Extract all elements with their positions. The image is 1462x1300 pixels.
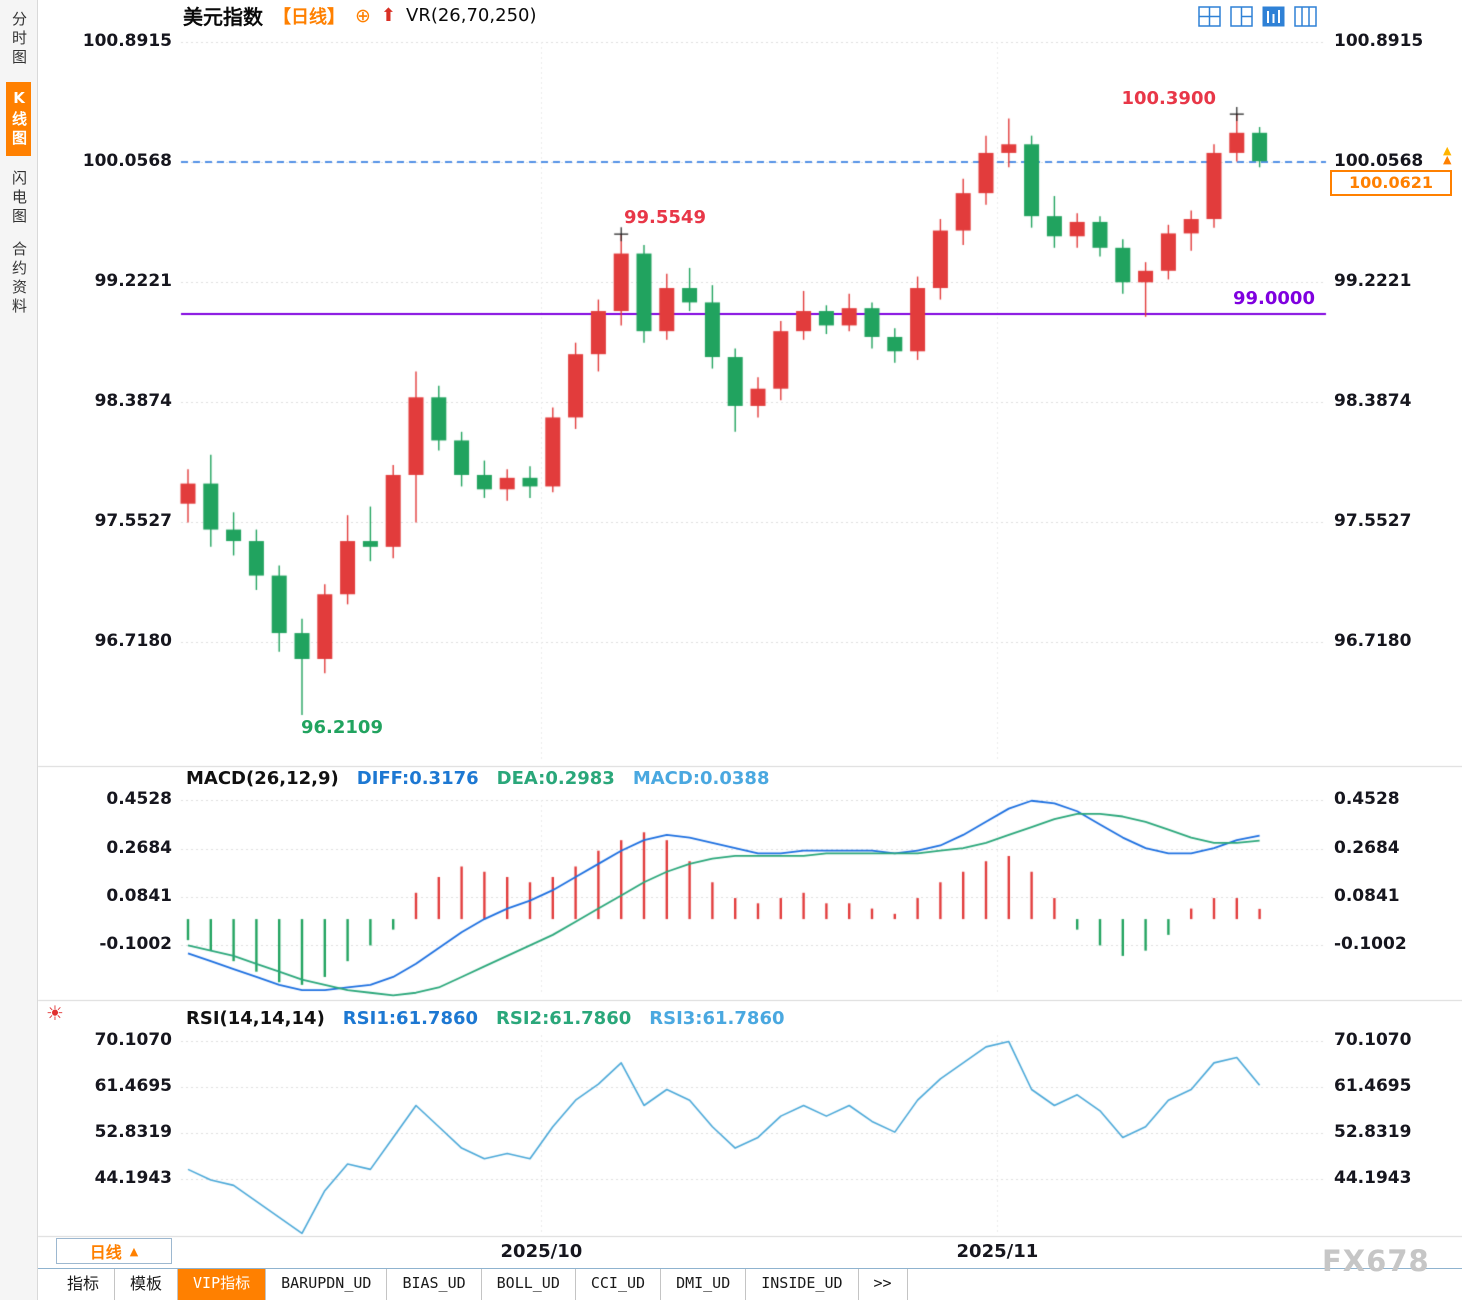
sidebar-item-kline[interactable]: K线图 — [6, 82, 31, 156]
rsi-title: RSI(14,14,14) — [186, 1008, 325, 1029]
tab-cci_ud[interactable]: CCI_UD — [576, 1269, 662, 1300]
current-price-badge: 100.0621 — [1330, 170, 1452, 196]
layout-switcher — [1198, 6, 1317, 27]
tab-bias_ud[interactable]: BIAS_UD — [387, 1269, 482, 1300]
split-layout-icon[interactable] — [1230, 6, 1253, 27]
sidebar-item-contract-info[interactable]: 合约资料 — [10, 241, 28, 317]
indicator-tab-bar: 指标 模板 VIP指标 BARUPDN_UD BIAS_UD BOLL_UD CCI_UD D… — [38, 1268, 1462, 1300]
symbol-title: 美元指数 — [183, 5, 263, 29]
sidebar-item-lightning[interactable]: 闪电图 — [10, 170, 28, 227]
add-indicator-icon[interactable]: ⊕ — [355, 4, 371, 27]
peak-price-annotation: 99.5549 — [624, 207, 706, 228]
support-line-annotation: 99.0000 — [1233, 288, 1315, 309]
tab-inside_ud[interactable]: INSIDE_UD — [746, 1269, 859, 1300]
macd-title: MACD(26,12,9) — [186, 768, 339, 789]
period-label: 【日线】 — [273, 6, 345, 28]
grid-layout-icon[interactable] — [1198, 6, 1221, 27]
column-layout-icon[interactable] — [1294, 6, 1317, 27]
tab-barupdn_ud[interactable]: BARUPDN_UD — [266, 1269, 388, 1300]
low-price-annotation: 96.2109 — [301, 717, 383, 738]
macd-dea-value: DEA:0.2983 — [496, 768, 615, 789]
macd-macd-value: MACD:0.0388 — [632, 768, 770, 789]
tab-vip指标[interactable]: VIP指标 — [178, 1269, 267, 1300]
vr-indicator-label: VR(26,70,250) — [406, 5, 537, 26]
macd-diff-value: DIFF:0.3176 — [356, 768, 479, 789]
tab-boll_ud[interactable]: BOLL_UD — [482, 1269, 576, 1300]
period-selector-label: 日线 — [89, 1243, 122, 1262]
rsi3-value: RSI3:61.7860 — [649, 1008, 785, 1029]
up-arrow-icon: ⬆ — [380, 5, 397, 26]
sidebar-item-time-share[interactable]: 分时图 — [10, 11, 28, 68]
chart-title-bar: 美元指数 【日线】 ⊕ ⬆ VR(26,70,250) — [183, 2, 537, 30]
price-up-marker-icon: ▲ ▲ — [1443, 144, 1452, 166]
high-price-annotation: 100.3900 — [1121, 88, 1216, 109]
indicator-settings-sun-icon[interactable]: ☀ — [46, 1001, 64, 1025]
left-sidebar: 分时图 K线图闪电图合约资料 — [0, 0, 38, 1300]
rsi-header: RSI(14,14,14) RSI1:61.7860 RSI2:61.7860 … — [186, 1008, 785, 1029]
bar-chart-layout-icon[interactable] — [1262, 6, 1285, 27]
macd-header: MACD(26,12,9) DIFF:0.3176 DEA:0.2983 MAC… — [186, 768, 769, 789]
watermark: FX678 — [1322, 1244, 1430, 1278]
tab->>[interactable]: >> — [859, 1269, 908, 1300]
tab-指标[interactable]: 指标 — [52, 1269, 116, 1300]
tab-dmi_ud[interactable]: DMI_UD — [661, 1269, 747, 1300]
period-selector[interactable]: 日线 ▲ — [56, 1238, 172, 1264]
tab-模板[interactable]: 模板 — [115, 1269, 179, 1300]
rsi1-value: RSI1:61.7860 — [342, 1008, 479, 1029]
rsi2-value: RSI2:61.7860 — [496, 1008, 632, 1029]
triangle-up-icon: ▲ — [129, 1244, 139, 1258]
